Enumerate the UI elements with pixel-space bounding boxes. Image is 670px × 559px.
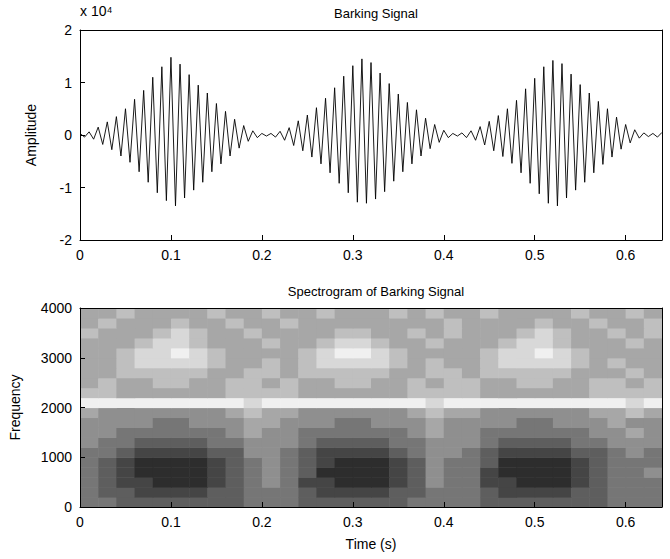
svg-text:-2: -2 — [60, 232, 73, 248]
svg-text:0.2: 0.2 — [252, 514, 272, 530]
svg-text:4000: 4000 — [41, 300, 72, 316]
svg-text:0.4: 0.4 — [434, 247, 454, 263]
svg-text:1: 1 — [64, 75, 72, 91]
svg-text:0.6: 0.6 — [616, 514, 636, 530]
svg-text:0.5: 0.5 — [525, 514, 545, 530]
svg-text:0.6: 0.6 — [616, 247, 636, 263]
svg-text:2000: 2000 — [41, 400, 72, 416]
svg-text:x 10⁴: x 10⁴ — [80, 3, 112, 19]
svg-text:0.3: 0.3 — [343, 514, 363, 530]
svg-text:3000: 3000 — [41, 350, 72, 366]
svg-text:Frequency: Frequency — [7, 374, 23, 440]
svg-text:1000: 1000 — [41, 449, 72, 465]
svg-text:0.2: 0.2 — [252, 247, 272, 263]
svg-text:Amplitude: Amplitude — [23, 104, 39, 166]
svg-text:0.3: 0.3 — [343, 247, 363, 263]
svg-text:0: 0 — [76, 247, 84, 263]
svg-text:0.4: 0.4 — [434, 514, 454, 530]
svg-text:Barking Signal: Barking Signal — [334, 6, 418, 21]
svg-text:0: 0 — [64, 127, 72, 143]
svg-text:0: 0 — [64, 499, 72, 515]
svg-text:-1: -1 — [60, 180, 73, 196]
svg-text:0.1: 0.1 — [161, 514, 181, 530]
svg-text:0.5: 0.5 — [525, 247, 545, 263]
svg-text:2: 2 — [64, 22, 72, 38]
svg-text:0.1: 0.1 — [161, 247, 181, 263]
svg-text:Spectrogram of Barking Signal: Spectrogram of Barking Signal — [288, 284, 464, 299]
svg-text:Time (s): Time (s) — [346, 536, 397, 552]
svg-text:0: 0 — [76, 514, 84, 530]
